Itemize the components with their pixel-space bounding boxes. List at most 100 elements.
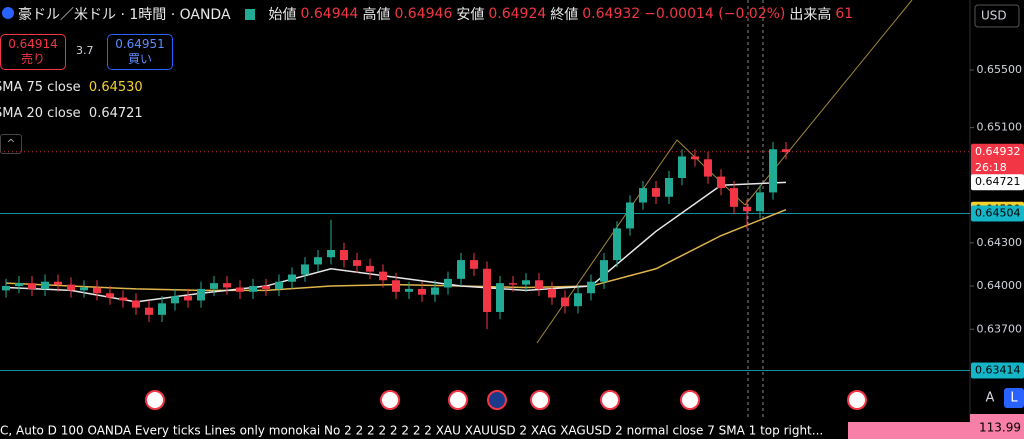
y-tick-label: 0.63700 [977,322,1023,335]
candle-body [405,288,413,292]
candle-body [366,265,374,272]
log-button[interactable] [1004,388,1024,408]
candle-body [431,287,439,295]
trend-drawing [536,139,746,344]
candle-body [470,260,478,269]
buy-price: 0.64951 [115,37,165,51]
candle-body [392,280,400,292]
header: 豪ドル／米ドル · 1時間 · OANDA 始値 0.64944 高値 0.6494… [18,4,853,24]
candle-body [41,281,49,289]
candle-body [782,149,790,153]
footer-tag [970,414,1024,439]
footer-value: 113.99 [979,421,1021,435]
price-tag [971,362,1024,379]
candle-body [769,149,777,193]
candle-body [704,159,712,177]
candle-body [483,268,491,312]
candle-body [288,274,296,282]
indicator-legend: SMA 75 close 0.64530 [0,80,143,95]
candle-body [262,286,270,289]
ohlc-value: 0.64944 [300,6,359,22]
candle-body [184,296,192,301]
log-label: L [1010,391,1018,406]
candle-body [756,192,764,212]
candle-body [457,260,465,279]
candle-body [2,286,10,291]
candle-body [535,280,543,289]
candle-body [197,288,205,301]
currency: USD [981,9,1007,23]
candle-body [171,296,179,304]
candle-body [80,287,88,291]
candle-body [67,284,75,291]
price-tag-timer: 26:18 [975,161,1007,174]
candle-body [444,278,452,288]
candle-body [106,293,114,298]
candle-body [522,280,530,285]
ohlc-label: 始値 [268,7,297,23]
price-tag-label: 0.64721 [975,175,1021,188]
indicator-legend: SMA 20 close 0.64721 [0,106,143,121]
price-tag-label: 0.64504 [975,206,1021,219]
price-tag [971,143,1024,178]
buy-button[interactable]: 0.64951 買い [107,34,173,70]
collapse-button[interactable]: ^ [0,134,22,154]
price-tag [971,205,1024,222]
y-tick-label: 0.64000 [977,279,1023,292]
candle-body [158,303,166,315]
candle-body [587,281,595,294]
ohlc-label: 高値 [362,7,391,23]
candle-body [418,288,426,295]
change: −0.00014 (−0.02%) [644,6,786,22]
candle-body [15,283,23,287]
sell-price: 0.64914 [8,37,58,51]
currency-box[interactable] [974,4,1020,28]
candle-body [613,228,621,261]
candle-body [340,250,348,261]
candle-body [210,283,218,289]
candle-body [496,283,504,312]
sell-label: 売り [20,52,45,66]
indicator-value: 0.64530 [88,80,143,95]
ohlc-value: 0.64932 [582,6,641,22]
candle-body [678,156,686,179]
candle-body [548,288,556,298]
candle-body [353,260,361,266]
indicator-value: 0.64721 [88,106,143,121]
candle-body [327,250,335,258]
sell-button[interactable]: 0.64914 売り [0,34,66,70]
auto-button[interactable] [981,388,999,408]
candle-body [119,297,127,301]
ohlc-value: 0.64924 [488,6,547,22]
y-tick-label: 0.65100 [977,121,1023,134]
footer-value-bg [848,422,970,439]
symbol: 豪ドル／米ドル · 1時間 · OANDA [18,7,231,23]
candle-body [145,307,153,315]
candle-body [600,260,608,282]
candle-body [236,287,244,292]
indicator-name: SMA 20 close [0,106,81,121]
market-flag [244,8,255,20]
symbol-icon [2,7,14,19]
candle-body [54,281,62,285]
candle-body [639,188,647,203]
auto-label: A [986,391,995,406]
price-tag-label: 0.63414 [975,363,1021,376]
price-tag [971,174,1024,191]
candle-body [132,300,140,308]
price-tag-label: 0.64932 [975,145,1021,158]
candle-body [574,293,582,307]
ohlc-label: 終値 [550,7,579,23]
y-tick-label: 0.65500 [977,63,1023,76]
indicator-name: SMA 75 close [0,80,81,95]
candle-body [314,257,322,265]
candle-body [275,281,283,289]
candle-body [93,287,101,294]
candle-body [717,176,725,189]
candle-body [561,297,569,307]
ohlc-value: 0.64946 [394,6,453,22]
candle-body [28,283,36,289]
candle-body [743,206,751,212]
